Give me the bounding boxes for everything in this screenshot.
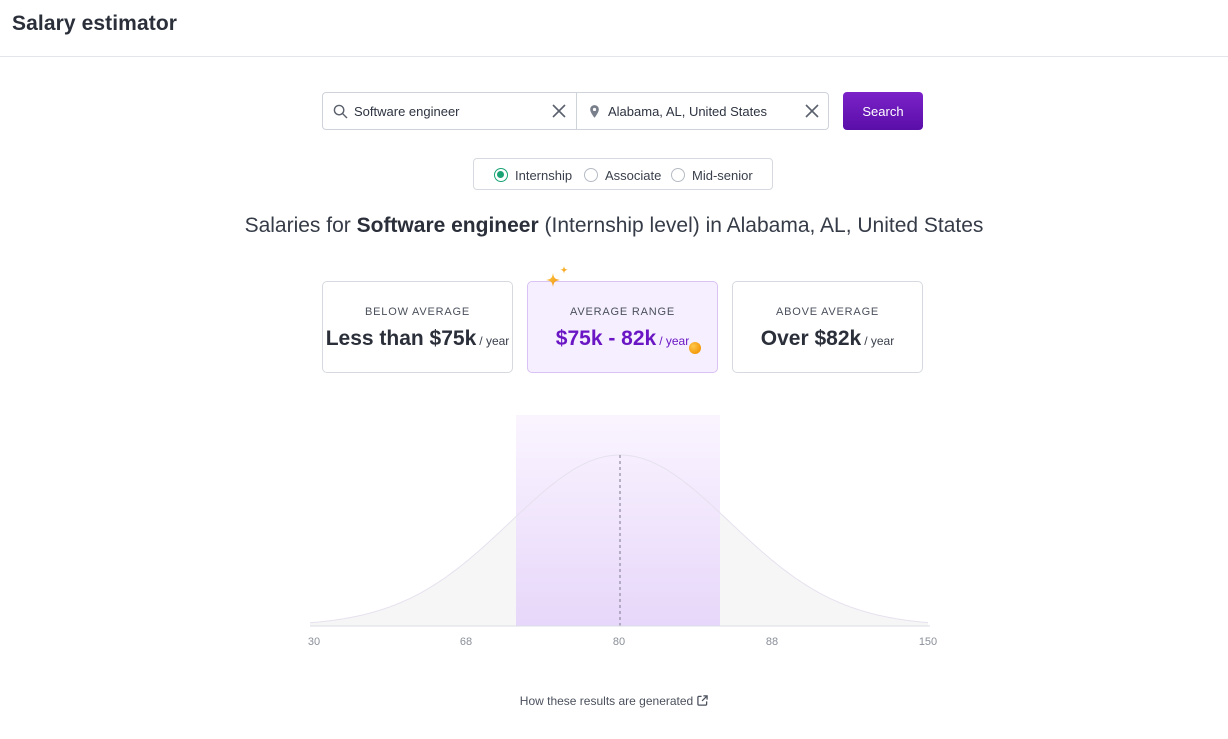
indicator-dot — [689, 342, 701, 354]
footer-link-label: How these results are generated — [519, 694, 694, 708]
card-unit: / year — [479, 334, 510, 348]
level-option-mid-senior[interactable]: Mid-senior — [671, 166, 753, 184]
below-average-card: BELOW AVERAGE Less than $75k / year — [322, 281, 513, 373]
experience-level-selector: Internship Associate Mid-senior — [473, 158, 773, 190]
level-option-internship[interactable]: Internship — [494, 166, 572, 184]
above-average-card: ABOVE AVERAGE Over $82k / year — [732, 281, 923, 373]
x-tick-label: 150 — [919, 636, 937, 648]
page-title: Salary estimator — [12, 12, 178, 35]
headline-middle: (Internship level) in — [538, 214, 727, 237]
card-label: AVERAGE RANGE — [570, 306, 675, 318]
card-amount: Over $82k — [760, 327, 862, 350]
card-value: $75k - 82k / year — [528, 327, 717, 351]
search-bar — [322, 92, 829, 130]
clear-job-icon[interactable] — [550, 102, 568, 120]
average-range-card: AVERAGE RANGE $75k - 82k / year — [527, 281, 718, 373]
distribution-curve — [309, 454, 929, 624]
search-icon — [333, 104, 348, 119]
card-unit: / year — [659, 334, 690, 348]
x-tick-label: 88 — [766, 636, 778, 648]
how-results-generated-link[interactable]: How these results are generated — [0, 694, 1228, 708]
results-headline: Salaries for Software engineer (Internsh… — [0, 214, 1228, 238]
card-value: Over $82k / year — [733, 327, 922, 351]
location-pin-icon — [590, 105, 599, 118]
card-unit: / year — [864, 334, 895, 348]
salary-distribution-chart: 30 68 80 88 150 — [308, 415, 937, 648]
search-divider — [576, 93, 577, 129]
location-input[interactable] — [608, 101, 788, 121]
card-amount: $75k - 82k — [555, 327, 657, 350]
search-button[interactable]: Search — [843, 92, 923, 130]
sparkle-icon — [546, 266, 568, 287]
external-link-icon — [697, 695, 708, 706]
radio-icon[interactable] — [584, 168, 598, 182]
radio-icon[interactable] — [671, 168, 685, 182]
headline-location: Alabama, AL, United States — [726, 214, 984, 237]
job-field — [323, 93, 576, 129]
top-bar: Salary estimator — [0, 0, 1228, 57]
card-amount: Less than $75k — [325, 327, 477, 350]
radio-selected-icon[interactable] — [494, 168, 508, 182]
x-tick-label: 68 — [460, 636, 472, 648]
job-title-input[interactable] — [354, 101, 534, 121]
level-option-associate[interactable]: Associate — [584, 166, 661, 184]
card-value: Less than $75k / year — [323, 327, 512, 351]
level-option-label: Mid-senior — [692, 167, 753, 183]
card-label: ABOVE AVERAGE — [775, 306, 880, 318]
level-option-label: Associate — [605, 167, 662, 183]
headline-job: Software engineer — [356, 214, 539, 237]
x-tick-label: 30 — [308, 636, 320, 648]
card-label: BELOW AVERAGE — [365, 306, 470, 318]
average-range-band — [516, 415, 720, 626]
x-tick-label: 80 — [613, 636, 625, 648]
level-option-label: Internship — [515, 167, 573, 183]
headline-prefix: Salaries for — [244, 214, 357, 237]
location-field — [577, 93, 829, 129]
clear-location-icon[interactable] — [803, 102, 821, 120]
x-axis-ticks: 30 68 80 88 150 — [308, 636, 937, 648]
